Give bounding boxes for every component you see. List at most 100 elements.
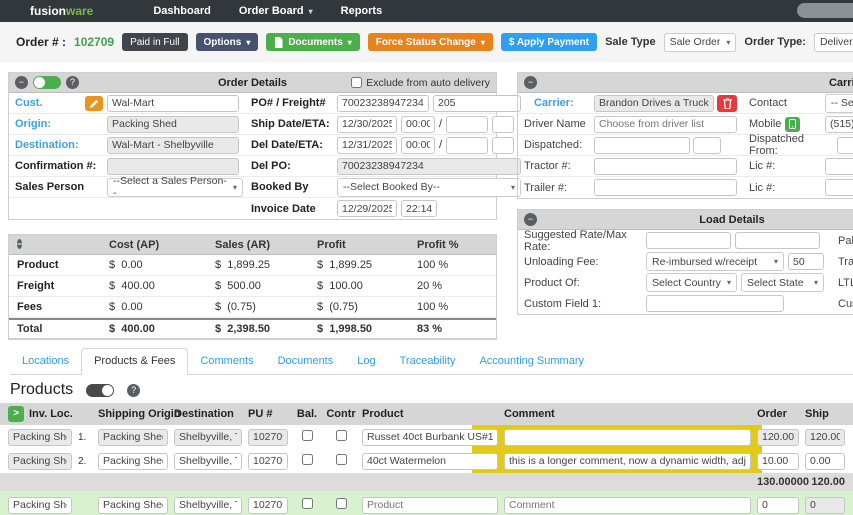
contact-select[interactable]: -- Select [825, 93, 853, 113]
sale-type-select[interactable]: Sale Order ▾ [663, 32, 737, 52]
help-icon[interactable]: ? [127, 383, 141, 397]
nav-dashboard[interactable]: Dashboard [153, 5, 211, 17]
help-icon[interactable]: ? [66, 76, 79, 89]
shipping-origin-input[interactable] [98, 452, 168, 470]
tab-traceability[interactable]: Traceability [399, 355, 456, 367]
nav-order-board[interactable]: Order Board ▾ [238, 5, 313, 17]
pu-input[interactable] [248, 496, 288, 514]
invoice-time-input[interactable] [401, 200, 437, 217]
app-logo[interactable]: fusionware [30, 4, 94, 18]
products-toggle[interactable] [86, 383, 115, 397]
collapse-icon[interactable]: − [524, 213, 537, 226]
options-button[interactable]: Options ▾ [195, 33, 259, 51]
ship-eta-date-input[interactable] [446, 115, 489, 133]
custom-field-1-input[interactable] [646, 295, 784, 312]
chevron-right-icon[interactable]: > [8, 406, 24, 422]
inv-loc-input[interactable] [8, 496, 72, 514]
navbar-right-widget[interactable] [797, 3, 853, 18]
pu-input[interactable] [248, 452, 288, 470]
contr-checkbox[interactable] [335, 498, 347, 509]
shipping-origin-input[interactable] [98, 496, 168, 514]
invoice-date-input[interactable] [337, 200, 397, 217]
country-select[interactable]: Select Country ▾ [646, 273, 737, 292]
sales-person-select[interactable]: --Select a Sales Person-- ▾ [107, 175, 243, 199]
bal-checkbox[interactable] [301, 430, 313, 441]
driver-name-input[interactable] [594, 115, 737, 133]
destination-input[interactable] [107, 136, 239, 154]
shipping-origin-input[interactable] [98, 428, 168, 446]
inv-loc-input[interactable] [8, 452, 72, 470]
order-qty-input[interactable] [757, 452, 799, 470]
ship-qty-input[interactable] [805, 496, 845, 514]
comment-input[interactable] [504, 428, 751, 446]
destination-input[interactable] [174, 452, 242, 470]
suggested-rate-input[interactable] [646, 232, 731, 249]
booked-by-select[interactable]: --Select Booked By-- ▾ [337, 177, 521, 197]
carrier-link[interactable]: Carrier: [534, 97, 574, 109]
bal-checkbox[interactable] [301, 498, 313, 509]
edit-customer-button[interactable] [85, 95, 103, 111]
ship-time-input[interactable] [401, 115, 435, 133]
customer-input[interactable] [107, 94, 239, 112]
dispatched-date-input[interactable] [594, 136, 690, 154]
tab-accounting-summary[interactable]: Accounting Summary [479, 355, 584, 367]
dispatched-from-input[interactable] [837, 136, 853, 154]
customer-link[interactable]: Cust. [15, 97, 43, 109]
state-select[interactable]: Select State ▾ [740, 273, 824, 292]
trailer-input[interactable] [594, 179, 737, 196]
carrier-input[interactable] [594, 94, 714, 112]
order-details-toggle[interactable] [33, 76, 61, 89]
contr-checkbox[interactable] [335, 430, 347, 441]
ship-date-input[interactable] [337, 115, 397, 133]
apply-payment-button[interactable]: $ Apply Payment [500, 33, 598, 51]
freight-number-input[interactable] [433, 94, 521, 112]
del-date-input[interactable] [337, 136, 397, 154]
confirmation-input[interactable] [107, 157, 239, 175]
order-qty-input[interactable] [757, 428, 799, 446]
pu-input[interactable] [248, 428, 288, 446]
del-eta-date-input[interactable] [446, 136, 489, 154]
max-rate-input[interactable] [735, 232, 820, 249]
dispatched-time-input[interactable] [693, 136, 721, 154]
del-eta-time-input[interactable] [492, 136, 515, 154]
del-time-input[interactable] [401, 136, 435, 154]
trailer-lic-input[interactable] [825, 179, 853, 196]
product-input[interactable] [362, 428, 498, 446]
contr-checkbox[interactable] [335, 454, 347, 465]
documents-button[interactable]: Documents ▾ [266, 33, 360, 51]
tab-comments[interactable]: Comments [200, 355, 254, 367]
force-status-change-button[interactable]: Force Status Change ▾ [367, 33, 493, 51]
comment-input[interactable] [504, 452, 751, 470]
origin-link[interactable]: Origin: [15, 118, 52, 130]
tractor-lic-input[interactable] [825, 157, 853, 175]
destination-link[interactable]: Destination: [15, 139, 79, 151]
tab-documents[interactable]: Documents [277, 355, 334, 367]
tab-log[interactable]: Log [357, 355, 376, 367]
order-qty-input[interactable] [757, 496, 799, 514]
trash-icon[interactable] [717, 94, 737, 112]
destination-input[interactable] [174, 428, 242, 446]
ship-qty-input[interactable] [805, 452, 845, 470]
unloading-fee-select[interactable]: Re-imbursed w/receipt ▾ [646, 252, 784, 271]
nav-reports[interactable]: Reports [340, 5, 383, 17]
inv-loc-input[interactable] [8, 428, 72, 446]
comment-input[interactable] [504, 496, 751, 514]
destination-input[interactable] [174, 496, 242, 514]
mobile-input[interactable] [825, 115, 853, 133]
mobile-phone-icon[interactable] [785, 116, 801, 132]
tab-locations[interactable]: Locations [22, 355, 70, 367]
bal-checkbox[interactable] [301, 454, 313, 465]
po-number-input[interactable] [337, 94, 429, 112]
unloading-fee-input[interactable] [788, 253, 824, 270]
tab-products-fees[interactable]: Products & Fees [81, 348, 189, 375]
collapse-icon[interactable]: − [524, 76, 537, 89]
tractor-input[interactable] [594, 157, 737, 175]
exclude-auto-delivery-checkbox[interactable] [351, 77, 363, 88]
order-type-select[interactable]: Delivered Carrier▾ [813, 32, 853, 52]
product-input[interactable] [362, 452, 498, 470]
collapse-icon[interactable]: − [17, 239, 23, 249]
origin-input[interactable] [107, 115, 239, 133]
ship-eta-time-input[interactable] [492, 115, 515, 133]
collapse-icon[interactable]: − [15, 76, 28, 89]
ship-qty-input[interactable] [805, 428, 845, 446]
